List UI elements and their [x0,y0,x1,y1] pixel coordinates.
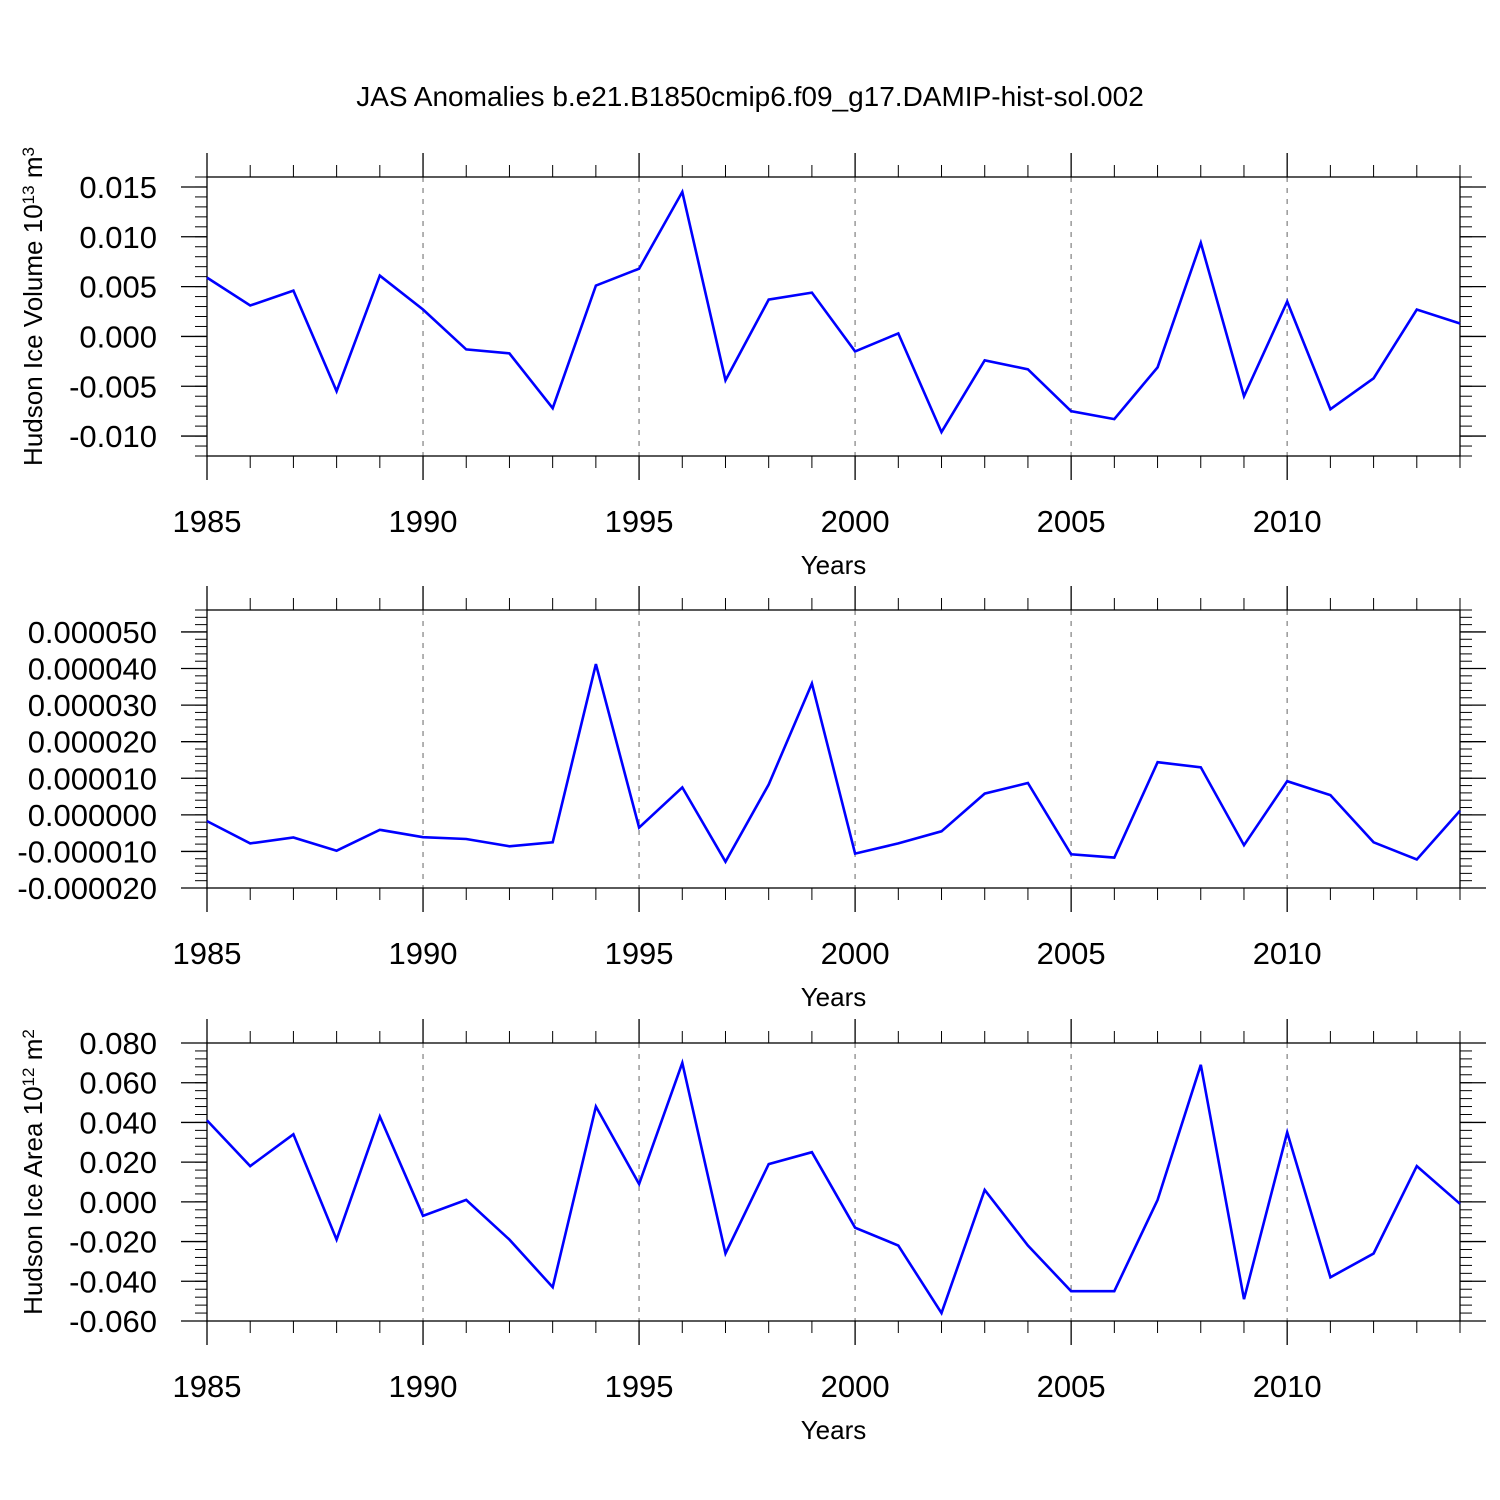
y-axis-title-unit: m [18,157,48,186]
panel-middle: 1985 1990 1995 2000 2005 2010 0.0000500.000040… [17,586,1486,1012]
y-tick-label: 0.040 [79,1105,157,1140]
y-tick-label: 0.000000 [28,798,157,833]
x-tick-label: 2005 [1037,1369,1106,1404]
y-tick-label: 0.000 [79,319,157,354]
series-line-area [206,1058,1461,1317]
y-axis-title: Hudson Ice Volume 1013 m3 [18,147,48,466]
y-tick-label: -0.000020 [17,871,157,906]
x-axis-title: Years [801,982,867,1012]
x-tick-label: 1985 [173,936,242,971]
series-line-volume [206,188,1461,435]
x-tick-label: 1995 [605,1369,674,1404]
chart-title: JAS Anomalies b.e21.B1850cmip6.f09_g17.D… [356,81,1144,112]
y-axis-title: Hudson Ice Area 1012 m2 [18,1029,48,1315]
x-tick-label: 1990 [389,936,458,971]
y-tick-label: 0.005 [79,270,157,305]
panel-volume: 1985 1990 1995 2000 2005 2010 0.015 0.010 0.005 0… [18,147,1486,580]
x-tick-label: 2000 [821,504,890,539]
y-axis-title-unit-exponent: 2 [19,1029,38,1038]
y-tick-label: 0.060 [79,1066,157,1101]
x-axis-title: Years [801,1415,867,1445]
y-axis-title-exponent: 13 [19,185,38,204]
y-tick-label: 0.000050 [28,615,157,650]
y-tick-label: 0.080 [79,1026,157,1061]
y-axis-title-exponent: 12 [19,1068,38,1087]
y-axis-title-unit-exponent: 3 [19,147,38,156]
x-tick-label: 2005 [1037,504,1106,539]
y-tick-label: 0.015 [79,170,157,205]
y-tick-label: 0.000020 [28,725,157,760]
y-tick-label: 0.010 [79,220,157,255]
x-tick-label: 2010 [1253,504,1322,539]
y-axis-title-unit: m [18,1039,48,1068]
y-tick-label: -0.010 [69,419,157,454]
panel-area: 1985 1990 1995 2000 2005 2010 0.080 0.060 0.040 0… [18,1019,1486,1445]
y-tick-label: -0.000010 [17,834,157,869]
x-tick-label: 2000 [821,1369,890,1404]
y-tick-label: 0.000010 [28,761,157,796]
x-tick-label: 1995 [605,504,674,539]
y-axis-title-text: Hudson Ice Area 10 [18,1086,48,1314]
x-tick-label: 2000 [821,936,890,971]
y-tick-label: -0.060 [69,1304,157,1339]
x-tick-label: 2010 [1253,936,1322,971]
panels: 1985 1990 1995 2000 2005 2010 0.015 0.010 0.005 0… [17,147,1486,1445]
y-tick-label: 0.000030 [28,688,157,723]
y-tick-label: 0.020 [79,1145,157,1180]
y-tick-label: -0.040 [69,1264,157,1299]
x-tick-label: 1985 [173,1369,242,1404]
x-tick-label: 2005 [1037,936,1106,971]
x-tick-label: 1990 [389,504,458,539]
y-tick-label: 0.000040 [28,652,157,687]
x-tick-label: 1995 [605,936,674,971]
series-line-middle [206,663,1461,865]
y-tick-label: 0.000 [79,1185,157,1220]
x-tick-label: 2010 [1253,1369,1322,1404]
x-tick-label: 1985 [173,504,242,539]
y-axis-title-text: Hudson Ice Volume 10 [18,204,48,466]
plot-frame [206,176,1461,457]
x-axis-title: Years [801,550,867,580]
plot-frame [206,1042,1461,1322]
y-tick-label: -0.005 [69,369,157,404]
plot-frame [206,609,1461,889]
x-tick-label: 1990 [389,1369,458,1404]
y-tick-label: -0.020 [69,1225,157,1260]
